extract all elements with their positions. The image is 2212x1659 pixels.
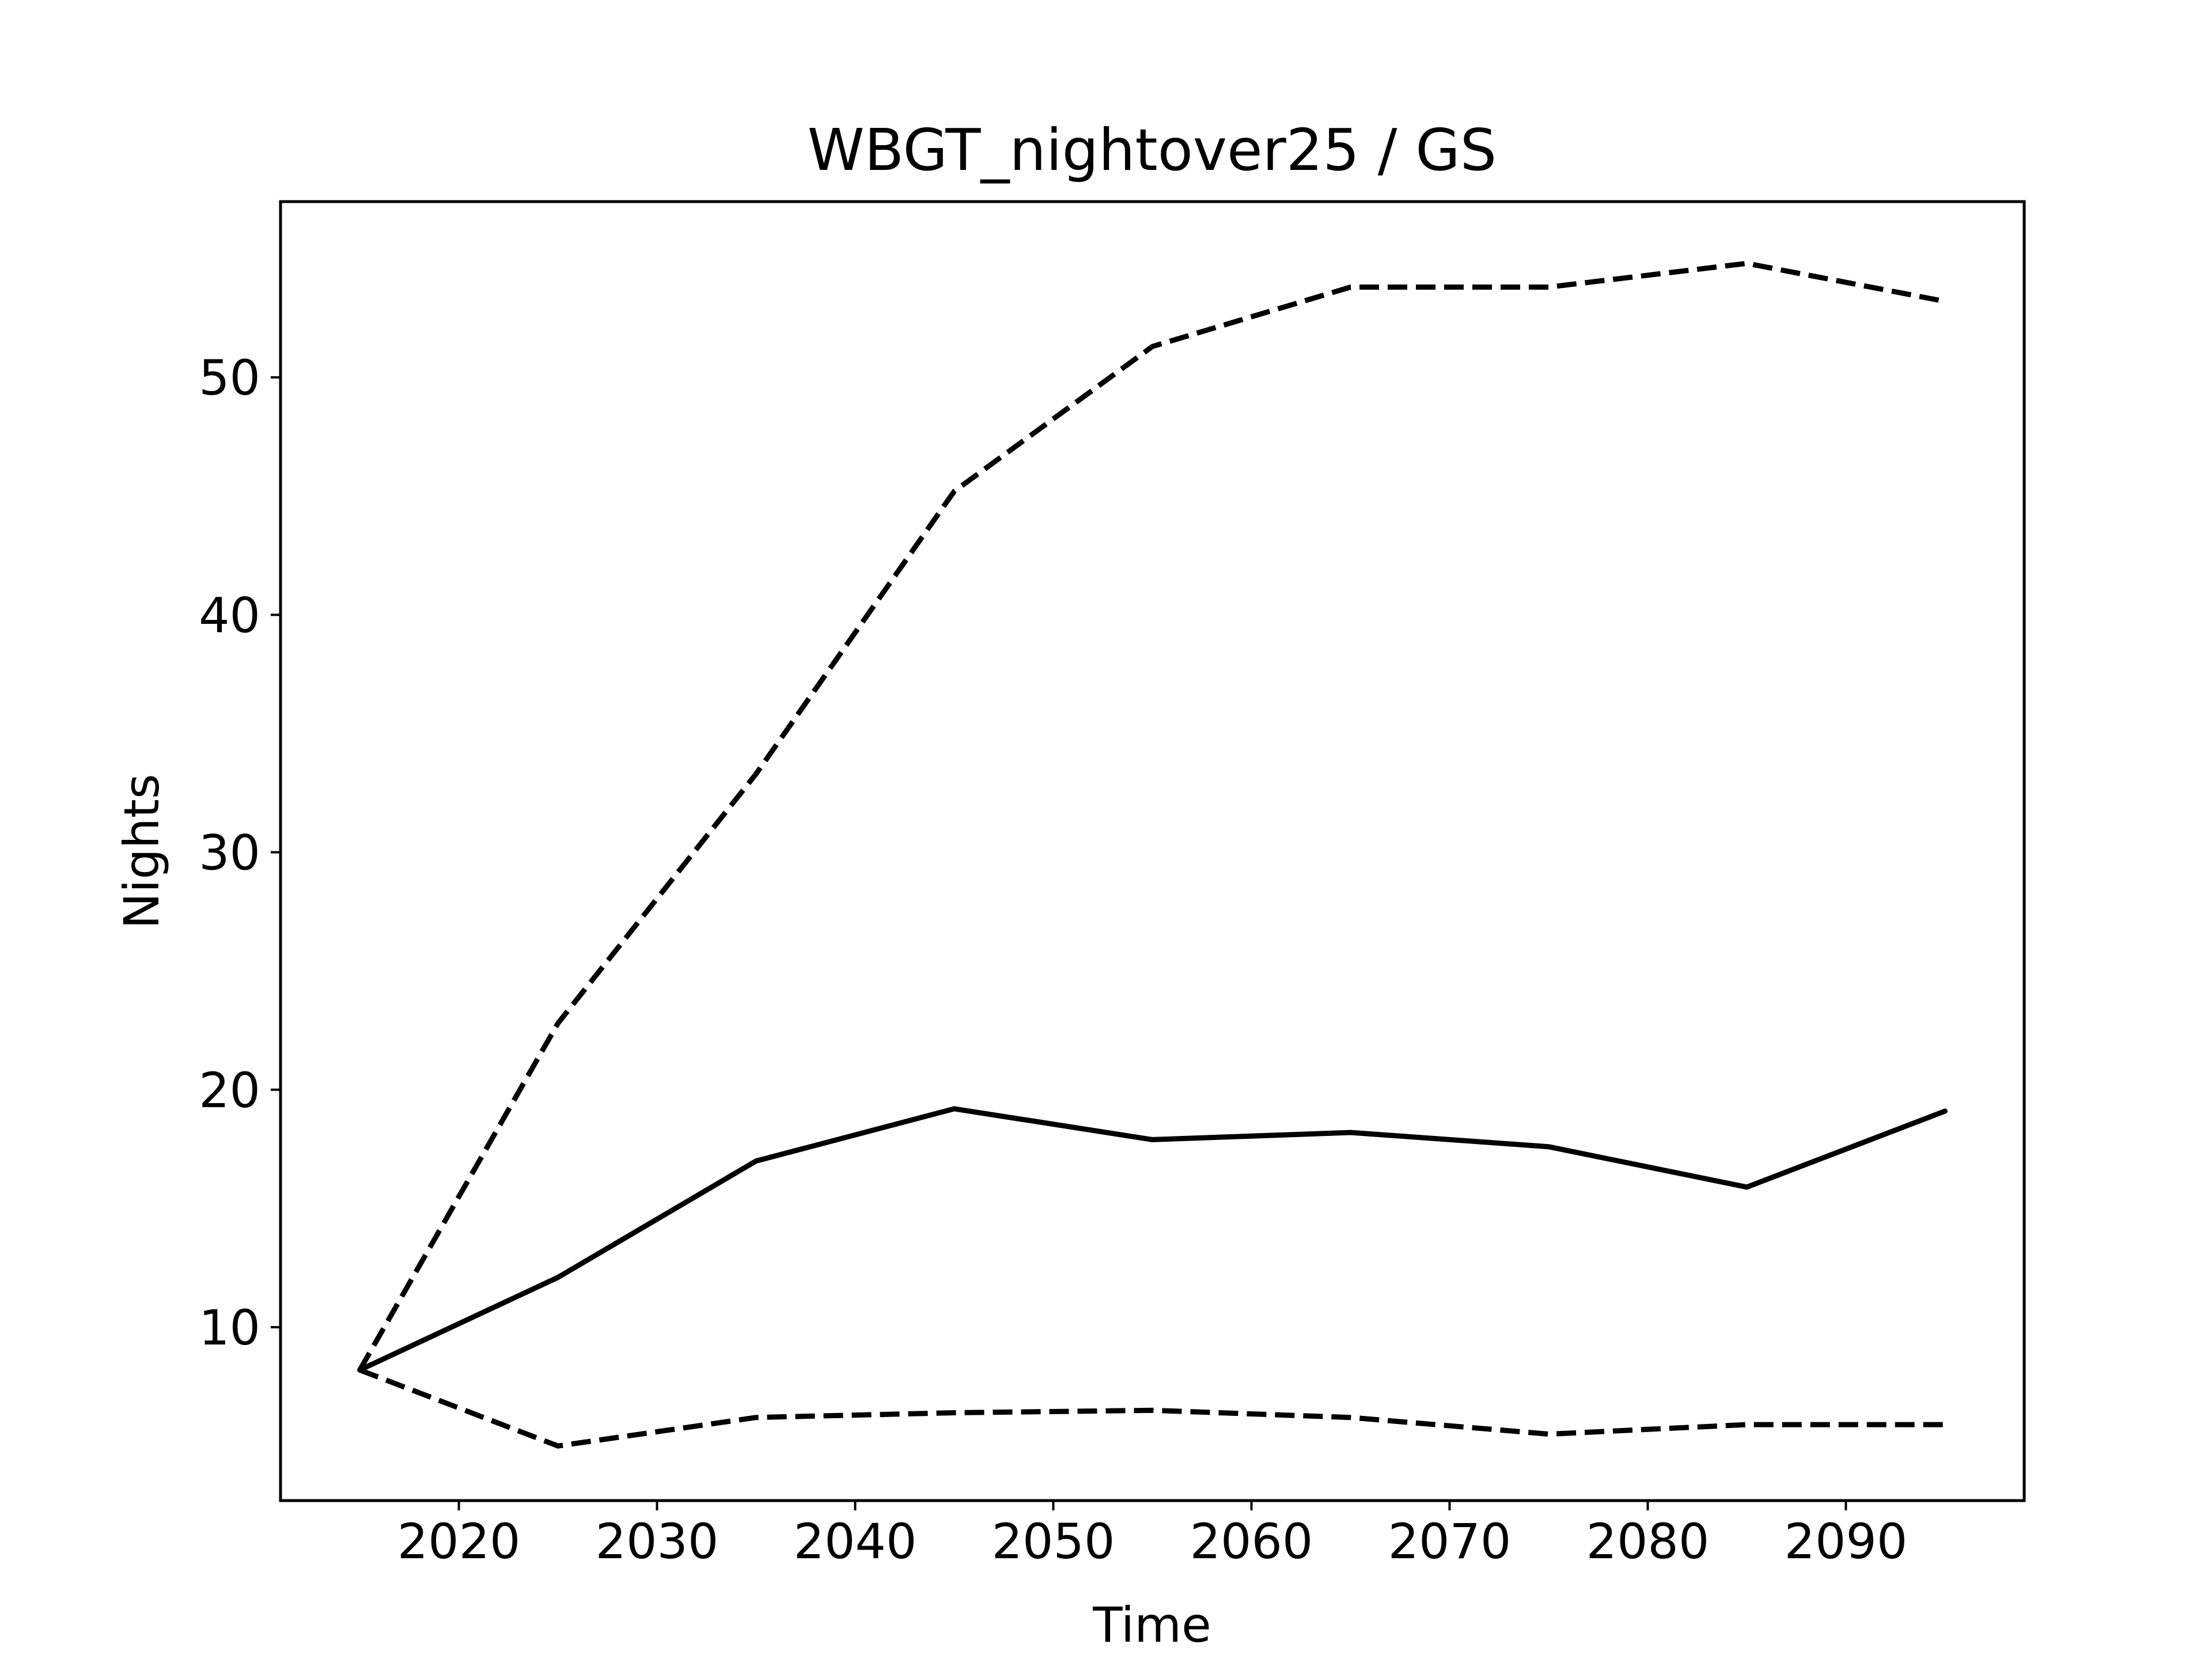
- x-tick-label: 2040: [794, 1513, 917, 1570]
- y-tick-label: 20: [199, 1062, 260, 1119]
- series-line-2: [357, 260, 1946, 1372]
- x-tick-label: 2060: [1190, 1513, 1313, 1570]
- plot-frame: [279, 200, 2026, 1502]
- y-axis: 10 20 30 40 50: [199, 350, 281, 1356]
- x-axis: 2020 2030 2040 2050 2060 2070 2080 2090: [397, 1501, 1908, 1570]
- y-tick-label: 30: [199, 825, 260, 881]
- x-tick-label: 2090: [1785, 1513, 1908, 1570]
- series-line-1: [357, 1106, 1948, 1373]
- x-tick-label: 2030: [596, 1513, 719, 1570]
- y-tick-label: 10: [199, 1300, 260, 1356]
- y-tick-label: 50: [199, 350, 260, 406]
- series-line-3: [358, 1368, 1945, 1449]
- y-axis-label: Nights: [113, 774, 170, 929]
- y-tick-label: 40: [199, 587, 260, 643]
- series-layer: [357, 260, 1948, 1449]
- x-axis-label: Time: [1092, 1597, 1211, 1653]
- x-tick-label: 2070: [1388, 1513, 1512, 1570]
- x-tick-label: 2080: [1586, 1513, 1710, 1570]
- chart-title: WBGT_nightover25 / GS: [808, 116, 1497, 184]
- x-tick-label: 2050: [992, 1513, 1115, 1570]
- x-tick-label: 2020: [397, 1513, 521, 1570]
